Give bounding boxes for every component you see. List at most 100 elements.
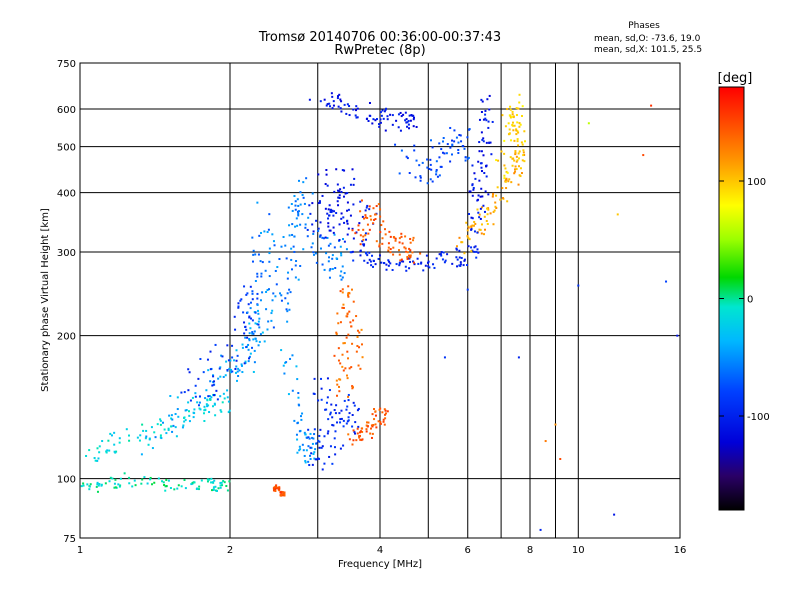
data-point xyxy=(209,368,212,371)
data-point xyxy=(226,344,229,347)
data-point xyxy=(159,423,162,426)
data-point xyxy=(118,437,121,440)
data-point xyxy=(392,246,395,249)
data-point xyxy=(421,161,424,164)
data-point xyxy=(283,493,286,496)
data-point xyxy=(339,274,342,277)
data-point xyxy=(343,221,346,224)
data-point xyxy=(482,140,485,143)
data-point xyxy=(304,223,307,226)
data-point xyxy=(309,212,312,215)
data-point xyxy=(512,129,515,132)
data-point xyxy=(409,255,412,258)
data-point xyxy=(309,446,312,449)
data-point xyxy=(384,413,387,416)
data-point xyxy=(333,210,336,213)
data-point xyxy=(343,399,346,402)
data-point xyxy=(237,305,240,308)
data-point xyxy=(254,311,257,314)
data-point xyxy=(613,513,616,516)
data-point xyxy=(220,354,223,357)
data-point xyxy=(95,485,98,488)
data-point xyxy=(325,168,328,171)
data-point xyxy=(405,121,408,124)
data-point xyxy=(406,125,409,128)
data-point xyxy=(515,160,518,163)
data-point xyxy=(357,425,360,428)
data-point xyxy=(509,105,512,108)
data-point xyxy=(385,107,388,110)
data-point xyxy=(249,301,252,304)
data-point xyxy=(329,229,332,232)
data-point xyxy=(379,118,382,121)
data-point xyxy=(176,408,179,411)
x-ticks: 1 2 4 6 8 10 16 xyxy=(77,545,687,556)
data-point xyxy=(368,101,371,104)
data-point xyxy=(276,266,279,269)
data-point xyxy=(356,409,359,412)
data-point xyxy=(360,199,363,202)
data-point xyxy=(299,203,302,206)
data-point xyxy=(400,232,403,235)
data-point xyxy=(362,235,365,238)
data-point xyxy=(338,190,341,193)
data-point xyxy=(357,435,360,438)
data-point xyxy=(391,268,394,271)
data-point xyxy=(141,478,144,481)
data-point xyxy=(231,370,234,373)
data-point xyxy=(356,116,359,119)
data-point xyxy=(280,349,283,352)
data-point xyxy=(340,254,343,257)
data-point xyxy=(457,148,460,151)
data-point xyxy=(495,194,498,197)
data-point xyxy=(341,169,344,172)
data-point xyxy=(348,367,351,370)
data-point xyxy=(374,213,377,216)
data-point xyxy=(501,114,504,117)
data-point xyxy=(497,159,500,162)
data-point xyxy=(367,421,370,424)
data-point xyxy=(347,208,350,211)
data-point xyxy=(554,423,557,426)
data-point xyxy=(256,297,259,300)
data-point xyxy=(97,457,100,460)
data-point xyxy=(253,330,256,333)
data-point xyxy=(471,194,474,197)
data-point xyxy=(340,252,343,255)
data-point xyxy=(328,455,331,458)
data-point xyxy=(251,298,254,301)
data-point xyxy=(470,225,473,228)
data-point xyxy=(237,375,240,378)
data-point xyxy=(347,419,350,422)
data-point xyxy=(351,385,354,388)
data-point xyxy=(272,240,275,243)
data-point xyxy=(304,461,307,464)
data-point xyxy=(268,252,271,255)
data-point xyxy=(426,158,429,161)
plot-frame xyxy=(79,62,681,539)
data-point xyxy=(261,261,264,264)
data-point xyxy=(258,234,261,237)
data-point xyxy=(222,392,225,395)
x-tick-label: 4 xyxy=(377,545,383,556)
data-point xyxy=(501,197,504,200)
data-point xyxy=(183,478,186,481)
data-point xyxy=(406,157,409,160)
data-point xyxy=(339,418,342,421)
data-point xyxy=(514,150,517,153)
data-point xyxy=(451,262,454,265)
data-point xyxy=(478,216,481,219)
data-point xyxy=(317,457,320,460)
data-point xyxy=(197,488,200,491)
data-point xyxy=(225,485,228,488)
data-point xyxy=(220,481,223,484)
data-point xyxy=(256,292,259,295)
data-point xyxy=(374,119,377,122)
data-point xyxy=(331,423,334,426)
data-point xyxy=(159,419,162,422)
data-point xyxy=(296,224,299,227)
data-point xyxy=(346,313,349,316)
data-point xyxy=(350,366,353,369)
data-point xyxy=(341,276,344,279)
data-point xyxy=(157,477,160,480)
